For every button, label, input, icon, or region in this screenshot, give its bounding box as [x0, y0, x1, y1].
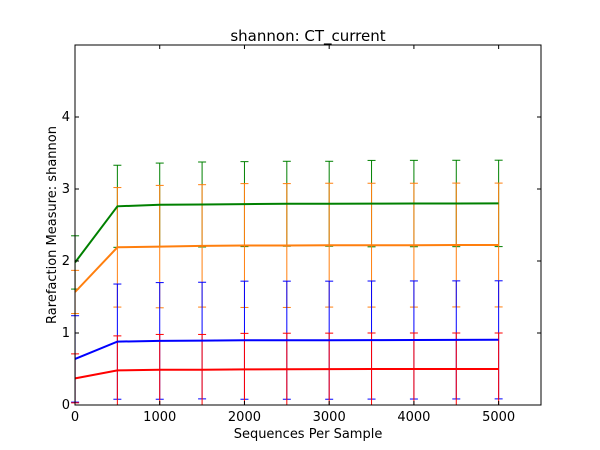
x-tick-label: 0 — [71, 410, 79, 425]
chart-title: shannon: CT_current — [230, 27, 385, 46]
x-tick-label: 2000 — [228, 410, 261, 425]
y-tick-label: 4 — [62, 110, 70, 125]
y-tick-label: 1 — [62, 326, 70, 341]
x-tick-label: 4000 — [397, 410, 430, 425]
plot-area: 0 1000 2000 3000 4000 5000 0 1 2 3 4 — [62, 44, 542, 425]
x-tick-label: 3000 — [313, 410, 346, 425]
axes-frame — [74, 44, 542, 406]
y-tick-label: 2 — [62, 254, 70, 269]
x-axis-label: Sequences Per Sample — [234, 427, 383, 442]
series-line-1 — [74, 244, 499, 293]
x-tick-label: 1000 — [143, 410, 176, 425]
y-tick-label: 0 — [62, 398, 70, 413]
x-tick-label: 5000 — [482, 410, 515, 425]
series-line-0 — [74, 202, 499, 264]
series-line-2 — [74, 338, 499, 360]
y-axis-label: Rarefaction Measure: shannon — [45, 126, 60, 324]
y-tick-label: 3 — [62, 182, 70, 197]
series-line-3 — [74, 368, 499, 380]
